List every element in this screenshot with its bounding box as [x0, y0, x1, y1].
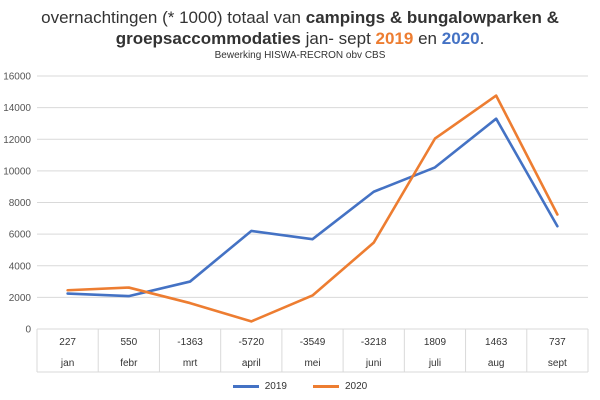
chart-title-line2: groepsaccommodaties jan- sept 2019 en 20…: [115, 29, 485, 48]
x-tick-label: aug: [488, 358, 505, 369]
table-cell-value: 1809: [424, 337, 447, 348]
series-line-2019: [66, 117, 559, 298]
table-cell-value: -5720: [238, 337, 264, 348]
chart-title-line1: overnachtingen (* 1000) totaal van campi…: [41, 8, 559, 27]
x-tick-label: mrt: [183, 358, 198, 369]
y-tick-label: 4000: [9, 261, 32, 272]
title-year-2020: 2020: [441, 29, 480, 48]
legend-item-2020: 2020: [313, 378, 367, 394]
legend-item-2019: 2019: [232, 378, 287, 394]
table-cell-value: -3218: [361, 337, 387, 348]
x-tick-label: juni: [365, 358, 382, 369]
x-tick-label: febr: [120, 358, 138, 369]
table-cell-value: 550: [120, 337, 137, 348]
legend-label-2020: 2020: [345, 380, 368, 392]
y-tick-label: 10000: [3, 166, 31, 177]
legend-swatch-2020: [313, 384, 339, 388]
table-cell-value: 1463: [485, 337, 508, 348]
title-year-2019: 2019: [375, 29, 414, 48]
y-tick-label: 16000: [3, 72, 31, 83]
x-tick-label: juli: [428, 358, 441, 369]
table-cell-value: -1363: [177, 337, 203, 348]
legend-swatch-2019: [232, 384, 259, 388]
x-tick-label: jan: [60, 358, 74, 369]
y-tick-label: 12000: [3, 135, 31, 146]
x-tick-label: april: [242, 358, 261, 369]
y-tick-label: 0: [25, 325, 31, 336]
table-cell-value: -3549: [300, 337, 326, 348]
chart-subtitle: Bewerking HISWA-RECRON obv CBS: [214, 50, 386, 61]
y-tick-label: 6000: [9, 230, 32, 241]
legend-label-2019: 2019: [264, 380, 287, 392]
y-tick-label: 8000: [9, 198, 32, 209]
x-tick-label: mei: [304, 358, 320, 369]
x-tick-label: sept: [548, 358, 567, 369]
y-tick-label: 14000: [3, 103, 31, 114]
table-cell-value: 737: [549, 337, 566, 348]
table-cell-value: 227: [59, 337, 76, 348]
y-tick-label: 2000: [9, 293, 32, 304]
legend: 2019 2020: [0, 378, 600, 394]
